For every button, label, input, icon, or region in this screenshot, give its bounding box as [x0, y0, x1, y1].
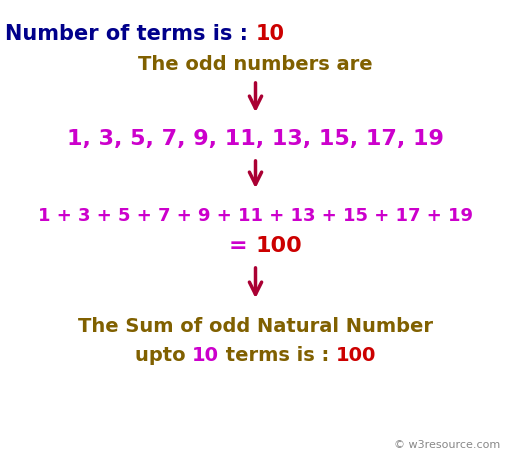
- Text: 100: 100: [336, 346, 377, 365]
- Text: 10: 10: [256, 24, 285, 44]
- Text: =: =: [229, 236, 256, 256]
- Text: 1 + 3 + 5 + 7 + 9 + 11 + 13 + 15 + 17 + 19: 1 + 3 + 5 + 7 + 9 + 11 + 13 + 15 + 17 + …: [38, 206, 473, 225]
- Text: © w3resource.com: © w3resource.com: [394, 439, 500, 449]
- Text: 10: 10: [192, 346, 219, 365]
- Text: The odd numbers are: The odd numbers are: [138, 54, 373, 73]
- Text: The Sum of odd Natural Number: The Sum of odd Natural Number: [78, 316, 433, 335]
- Text: 100: 100: [256, 236, 302, 256]
- Text: terms is :: terms is :: [219, 346, 336, 365]
- Text: upto: upto: [134, 346, 192, 365]
- Text: 1, 3, 5, 7, 9, 11, 13, 15, 17, 19: 1, 3, 5, 7, 9, 11, 13, 15, 17, 19: [67, 129, 444, 149]
- Text: Number of terms is :: Number of terms is :: [5, 24, 256, 44]
